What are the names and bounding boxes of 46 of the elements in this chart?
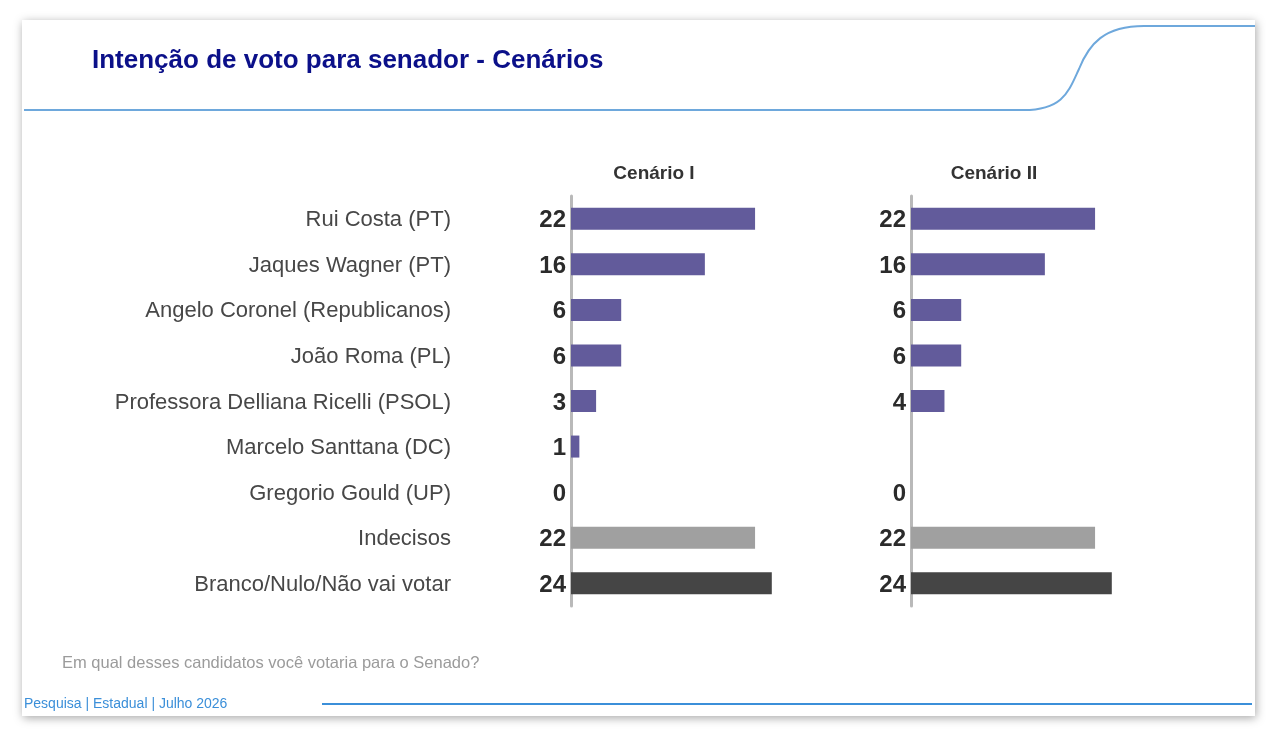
data-label: 24 [879, 569, 907, 597]
text: Em qual desses candidatos você votaria para o Senado? [62, 652, 480, 672]
chart-subtitle: Cenário II [950, 162, 1038, 183]
bar [571, 435, 580, 458]
y-tick-label: Marcelo Santtana (DC) [226, 434, 451, 460]
data-label: 6 [552, 296, 566, 324]
data-label: 1 [552, 433, 566, 461]
data-label: 6 [552, 341, 566, 369]
data-label: 22 [539, 205, 566, 233]
data-label: 16 [539, 250, 566, 278]
bar [911, 390, 945, 412]
y-tick-label: Rui Costa (PT) [305, 206, 451, 232]
bar [911, 572, 1112, 595]
text: Intenção de voto para senador - Cenários [92, 43, 604, 76]
bar [571, 526, 756, 549]
data-label: 22 [539, 524, 566, 552]
data-label: 22 [879, 205, 906, 233]
y-tick-label: Branco/Nulo/Não vai votar [194, 570, 451, 596]
data-label: 6 [892, 296, 906, 324]
bar [911, 298, 962, 321]
text: Pesquisa | Estadual | Julho 2026 [24, 694, 228, 713]
data-label: 22 [879, 524, 906, 552]
y-tick-label: Indecisos [358, 525, 451, 551]
bar [571, 390, 597, 412]
y-tick-label: João Roma (PL) [290, 342, 451, 368]
bar [571, 344, 622, 367]
data-label: 0 [892, 478, 906, 506]
bar [571, 298, 622, 321]
data-label: 6 [892, 341, 906, 369]
data-label: 16 [879, 250, 906, 278]
bar [571, 207, 756, 230]
y-tick-label: Jaques Wagner (PT) [248, 251, 451, 277]
data-label: 4 [892, 387, 907, 415]
data-label: 24 [539, 569, 567, 597]
bar [571, 253, 705, 276]
bar [911, 344, 962, 367]
y-tick-label: Angelo Coronel (Republicanos) [145, 297, 451, 323]
bar [911, 526, 1096, 549]
data-label: 3 [552, 387, 566, 415]
bar [571, 572, 772, 595]
bar [911, 253, 1045, 276]
y-tick-label: Gregorio Gould (UP) [249, 479, 451, 505]
data-label: 0 [552, 478, 566, 506]
y-tick-label: Professora Delliana Ricelli (PSOL) [114, 388, 451, 414]
bar [911, 207, 1096, 230]
chart-subtitle: Cenário I [613, 162, 695, 183]
